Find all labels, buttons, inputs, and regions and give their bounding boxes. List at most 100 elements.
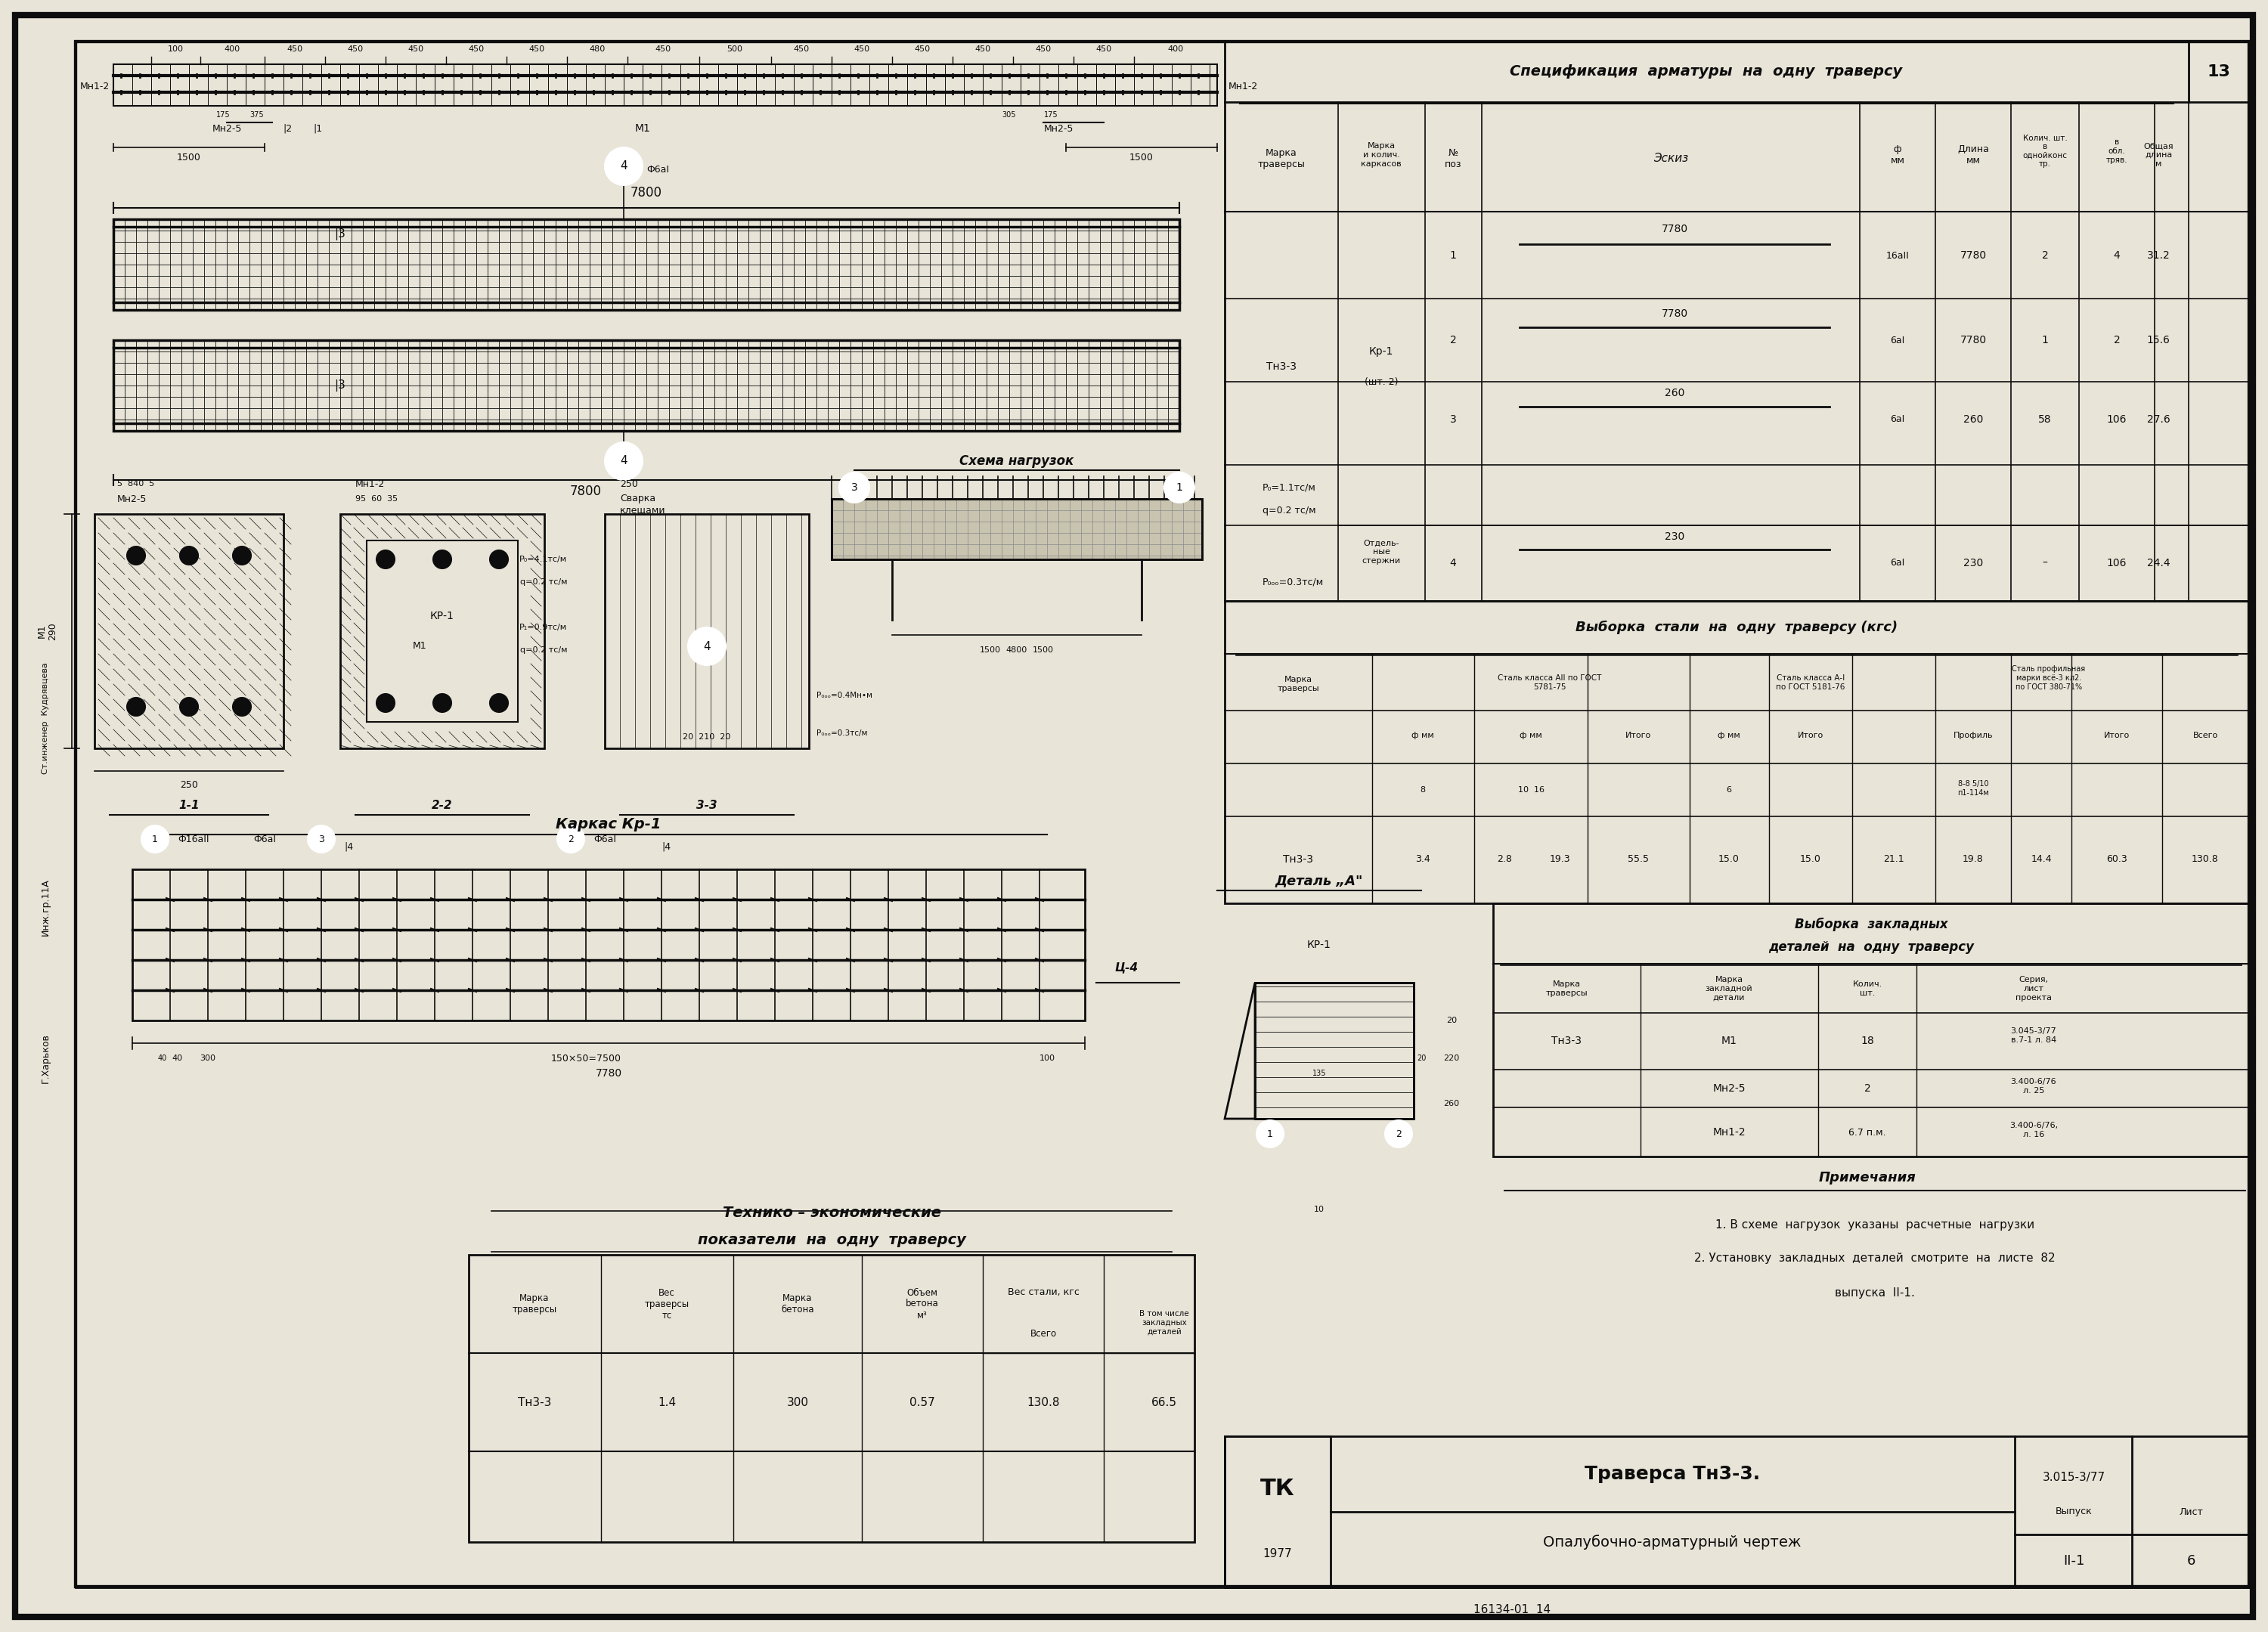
Text: |3: |3 — [336, 380, 345, 392]
Text: 300: 300 — [787, 1397, 807, 1408]
Text: Каркас Кр-1: Каркас Кр-1 — [556, 816, 662, 831]
Text: 400: 400 — [1168, 46, 1184, 52]
Text: 15.0: 15.0 — [1719, 855, 1740, 865]
Text: ф мм: ф мм — [1717, 731, 1740, 739]
Circle shape — [1256, 1120, 1284, 1147]
Circle shape — [179, 698, 197, 716]
Text: II-1: II-1 — [2064, 1554, 2084, 1568]
Text: Траверса Тн3-3.: Траверса Тн3-3. — [1585, 1466, 1760, 1483]
Text: Р₀=4.1тс/м: Р₀=4.1тс/м — [519, 555, 567, 563]
Text: 300: 300 — [200, 1054, 215, 1062]
Text: Марка
траверсы: Марка траверсы — [513, 1293, 558, 1314]
Text: М1: М1 — [635, 122, 651, 134]
Text: №
поз: № поз — [1445, 149, 1461, 170]
Text: Ф6аI: Ф6аI — [646, 165, 669, 175]
Text: q=0.2 тс/м: q=0.2 тс/м — [519, 578, 567, 586]
Text: q=0.2 тс/м: q=0.2 тс/м — [1263, 506, 1315, 516]
Text: 1: 1 — [1268, 1129, 1272, 1139]
Text: деталей  на  одну  траверсу: деталей на одну траверсу — [1769, 940, 1973, 955]
Bar — [367, 540, 517, 721]
Text: Итого: Итого — [2105, 731, 2130, 739]
Text: В том числе
закладных
деталей: В том числе закладных деталей — [1139, 1310, 1188, 1335]
Text: Колич. шт.
в
однойконс
тр.: Колич. шт. в однойконс тр. — [2023, 134, 2068, 168]
Text: Итого: Итого — [1799, 731, 1823, 739]
Text: 19.8: 19.8 — [1962, 855, 1984, 865]
Text: Всего: Всего — [1030, 1328, 1057, 1340]
Text: КР-1: КР-1 — [431, 610, 454, 622]
Text: Ф6аI: Ф6аI — [594, 834, 617, 844]
Circle shape — [687, 627, 726, 666]
Text: Итого: Итого — [1626, 731, 1651, 739]
Circle shape — [1163, 472, 1195, 503]
Bar — [1492, 902, 2250, 1157]
Text: Тн3-3: Тн3-3 — [1551, 1036, 1581, 1046]
Text: 3-3: 3-3 — [696, 800, 717, 811]
Text: 3: 3 — [850, 483, 857, 493]
Text: 6аI: 6аI — [1889, 335, 1905, 344]
Circle shape — [234, 547, 252, 565]
Text: 450: 450 — [528, 46, 544, 52]
Text: 16аII: 16аII — [1887, 251, 1910, 261]
Text: 6.7 п.м.: 6.7 п.м. — [1848, 1128, 1887, 1138]
Text: Выпуск: Выпуск — [2055, 1506, 2091, 1516]
Text: Лист: Лист — [2180, 1506, 2202, 1516]
Text: 10  16: 10 16 — [1517, 787, 1545, 793]
Text: 260: 260 — [1442, 1100, 1461, 1108]
Bar — [606, 514, 810, 749]
Circle shape — [376, 694, 395, 712]
Text: 3.400-6/76
л. 25: 3.400-6/76 л. 25 — [2012, 1079, 2057, 1095]
Text: Марка
траверсы: Марка траверсы — [1259, 149, 1304, 170]
Text: |3: |3 — [336, 228, 345, 240]
Text: Марка
закладной
детали: Марка закладной детали — [1706, 976, 1753, 1002]
Text: Ф6аI: Ф6аI — [254, 834, 277, 844]
Text: 5  840  5: 5 840 5 — [118, 480, 154, 488]
Bar — [95, 514, 284, 749]
Bar — [113, 339, 1179, 431]
Text: Р₀ₒₒ=0.3тс/м: Р₀ₒₒ=0.3тс/м — [816, 730, 866, 738]
Text: 1.4: 1.4 — [658, 1397, 676, 1408]
Text: выпуска  II-1.: выпуска II-1. — [1835, 1288, 1914, 1299]
Text: 260: 260 — [1964, 415, 1982, 424]
Text: 10: 10 — [1313, 1206, 1325, 1213]
Text: Тн3-3: Тн3-3 — [517, 1397, 551, 1408]
Text: 3: 3 — [1449, 415, 1456, 424]
Text: 58: 58 — [2039, 415, 2053, 424]
Text: 60.3: 60.3 — [2107, 855, 2127, 865]
Text: 2: 2 — [1864, 1084, 1871, 1093]
Text: Марка
и колич.
каркасов: Марка и колич. каркасов — [1361, 142, 1402, 168]
Text: 100: 100 — [168, 46, 184, 52]
Text: ТК: ТК — [1261, 1479, 1295, 1500]
Text: 20: 20 — [1418, 1054, 1427, 1062]
Text: 1: 1 — [2041, 335, 2048, 346]
Text: ф мм: ф мм — [1411, 731, 1433, 739]
Text: 2-2: 2-2 — [431, 800, 454, 811]
Text: Кр-1: Кр-1 — [1370, 346, 1393, 357]
Bar — [1225, 1436, 1331, 1588]
Text: 230: 230 — [1964, 558, 1982, 568]
Text: 3.045-3/77
в.7-1 л. 84: 3.045-3/77 в.7-1 л. 84 — [2012, 1028, 2057, 1044]
Text: Р₀=1.1тс/м: Р₀=1.1тс/м — [1263, 483, 1315, 493]
Text: Эскиз: Эскиз — [1653, 153, 1687, 165]
Text: 4: 4 — [1449, 558, 1456, 568]
Text: Мн1-2: Мн1-2 — [1229, 82, 1259, 91]
Text: 1: 1 — [1449, 250, 1456, 261]
Circle shape — [606, 442, 642, 480]
Text: 7780: 7780 — [1660, 224, 1687, 235]
Text: 2. Установку  закладных  деталей  смотрите  на  листе  82: 2. Установку закладных деталей смотрите … — [1694, 1253, 2055, 1265]
Text: 6: 6 — [2186, 1554, 2195, 1568]
Text: Р₀ₒₒ=0.4Мн•м: Р₀ₒₒ=0.4Мн•м — [816, 692, 873, 698]
Text: 4: 4 — [619, 455, 628, 467]
Text: Мн1-2: Мн1-2 — [79, 82, 109, 91]
Text: Сталь класса АII по ГОСТ
5781-75: Сталь класса АII по ГОСТ 5781-75 — [1497, 674, 1601, 690]
Bar — [1225, 41, 2250, 601]
Text: –: – — [2043, 558, 2048, 568]
Text: Деталь „А": Деталь „А" — [1275, 873, 1363, 888]
Circle shape — [127, 547, 145, 565]
Text: 3: 3 — [318, 834, 324, 844]
Text: М1: М1 — [413, 641, 426, 651]
Text: 450: 450 — [1095, 46, 1111, 52]
Text: Мн2-5: Мн2-5 — [1043, 124, 1073, 134]
Text: 20  210  20: 20 210 20 — [683, 733, 730, 741]
Text: Вес
траверсы
тс: Вес траверсы тс — [644, 1288, 689, 1320]
Text: Р₀ₒₒ=0.3тс/м: Р₀ₒₒ=0.3тс/м — [1263, 578, 1325, 588]
